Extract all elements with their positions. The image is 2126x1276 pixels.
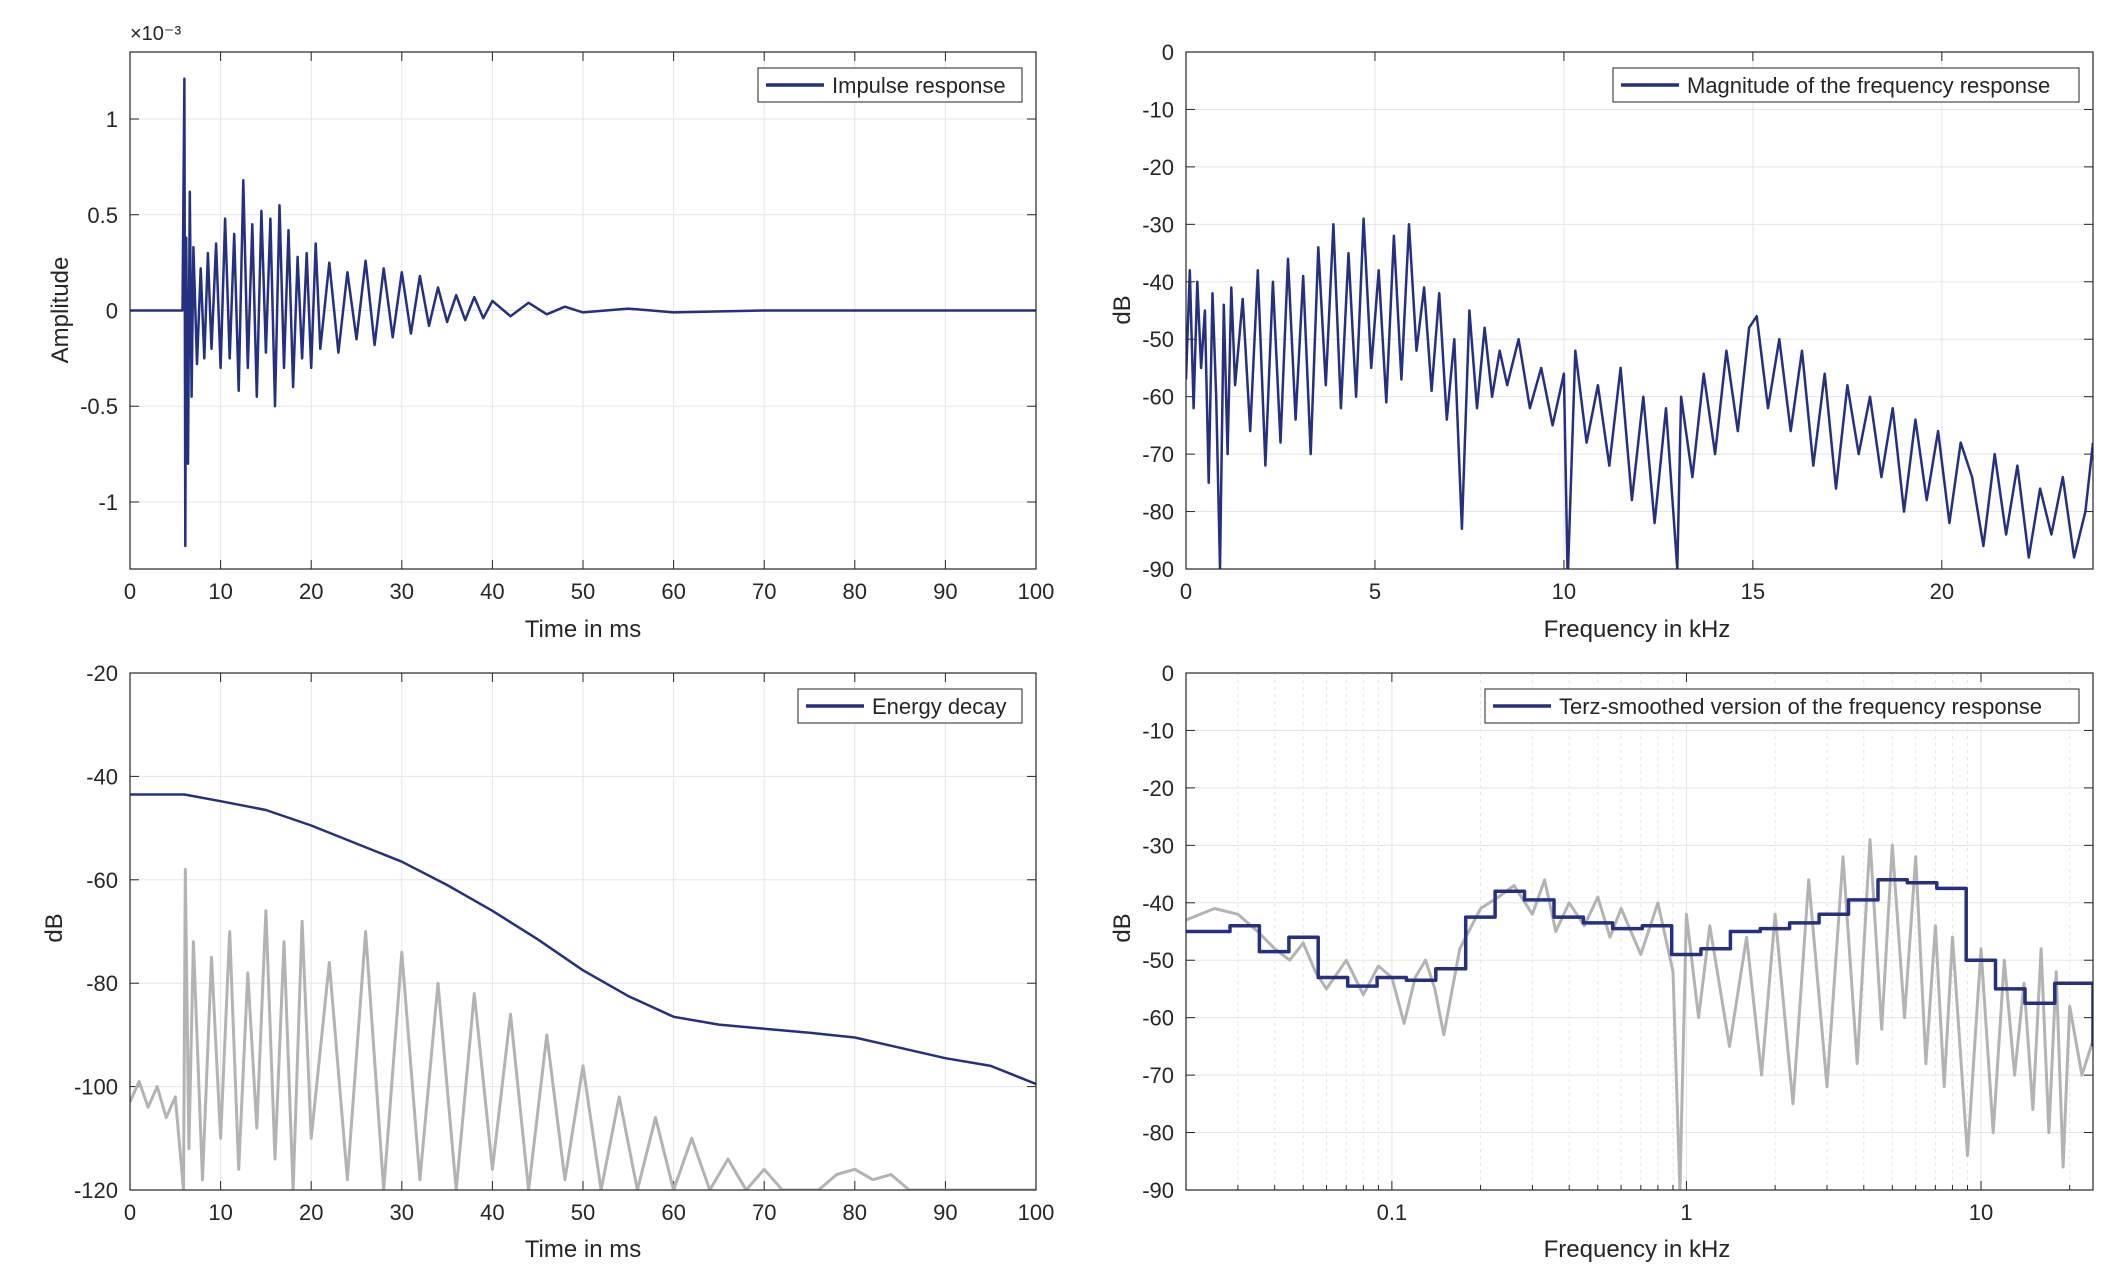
magnitude-y-tick-label: -70 [1142, 442, 1174, 467]
impulse-x-tick-label: 80 [843, 579, 867, 604]
terz-y-tick-label: -50 [1142, 948, 1174, 973]
impulse-x-tick-label: 0 [124, 579, 136, 604]
energy-y-axis-label: dB [41, 913, 68, 942]
terz-y-tick-label: -40 [1142, 891, 1174, 916]
terz-legend-label: Terz-smoothed version of the frequency r… [1559, 694, 2042, 719]
magnitude-x-tick-label: 5 [1369, 579, 1381, 604]
terz-axes-box [1185, 672, 2094, 1191]
magnitude-legend [1612, 67, 2080, 103]
energy-x-tick-label: 50 [571, 1200, 595, 1225]
impulse-y-tick-label: 0.5 [87, 203, 118, 228]
energy-y-tick-label: -40 [86, 764, 118, 789]
energy-decay-panel: Time in ms dB 0 10 20 30 40 50 60 70 80 90 100 -120… [41, 661, 1054, 1263]
magnitude-x-axis-label: Frequency in kHz [1544, 616, 1731, 643]
terz-plot-area [1186, 673, 2093, 1190]
impulse-x-tick-label: 90 [933, 579, 957, 604]
impulse-axes-box [129, 51, 1037, 570]
energy-axes-box [129, 672, 1037, 1191]
impulse-x-tick-label: 50 [571, 579, 595, 604]
impulse-x-axis-label: Time in ms [525, 616, 641, 643]
terz-y-tick-label: -90 [1142, 1178, 1174, 1203]
impulse-x-tick-label: 100 [1018, 579, 1055, 604]
energy-x-tick-label: 90 [933, 1200, 957, 1225]
magnitude-y-tick-label: -80 [1142, 500, 1174, 525]
impulse-legend-label: Impulse response [832, 73, 1006, 98]
magnitude-y-tick-label: -10 [1142, 97, 1174, 122]
energy-x-tick-label: 100 [1018, 1200, 1055, 1225]
energy-x-tick-label: 40 [480, 1200, 504, 1225]
magnitude-x-tick-label: 15 [1741, 579, 1765, 604]
magnitude-response-panel: Frequency in kHz dB 0 5 10 15 20 -90 -80 -70 -60… [1109, 40, 2094, 643]
impulse-series-0-line [130, 77, 1036, 548]
magnitude-x-tick-label: 10 [1552, 579, 1576, 604]
terz-y-tick-label: -30 [1142, 833, 1174, 858]
terz-y-tick-label: -70 [1142, 1063, 1174, 1088]
energy-x-axis-label: Time in ms [525, 1236, 641, 1263]
terz-smoothed-panel: Frequency in kHz dB 0.1 1 10 -90 -80 -70 -60 -5… [1109, 661, 2094, 1263]
magnitude-x-tick-label: 0 [1180, 579, 1192, 604]
terz-x-tick-label: 10 [1969, 1200, 1993, 1225]
impulse-x-tick-label: 70 [752, 579, 776, 604]
impulse-x-tick-label: 60 [661, 579, 685, 604]
energy-series-0-line [130, 793, 1036, 1086]
magnitude-axes-box [1185, 51, 2094, 570]
impulse-exponent-label: ×10⁻³ [130, 23, 181, 45]
impulse-x-tick-label: 30 [390, 579, 414, 604]
terz-y-tick-label: -80 [1142, 1121, 1174, 1146]
impulse-response-panel: ×10⁻³ Time in ms Amplitude 0 10 20 30 40 50 60… [47, 23, 1054, 643]
terz-x-tick-label: 0.1 [1377, 1200, 1408, 1225]
energy-x-tick-label: 10 [208, 1200, 232, 1225]
energy-y-tick-label: -20 [86, 661, 118, 686]
terz-y-tick-label: -20 [1142, 776, 1174, 801]
energy-x-tick-label: 0 [124, 1200, 136, 1225]
magnitude-y-tick-label: -90 [1142, 557, 1174, 582]
impulse-y-tick-label: 1 [106, 107, 118, 132]
terz-y-axis-label: dB [1109, 913, 1136, 942]
terz-legend [1484, 688, 2080, 724]
terz-y-tick-label: -60 [1142, 1006, 1174, 1031]
energy-x-tick-label: 70 [752, 1200, 776, 1225]
magnitude-y-tick-label: 0 [1162, 40, 1174, 65]
terz-y-tick-label: 0 [1162, 661, 1174, 686]
impulse-x-tick-label: 20 [299, 579, 323, 604]
energy-legend-label: Energy decay [872, 694, 1007, 719]
magnitude-y-tick-label: -20 [1142, 155, 1174, 180]
impulse-y-tick-label: -0.5 [80, 394, 118, 419]
magnitude-y-tick-label: -50 [1142, 327, 1174, 352]
impulse-y-tick-label: -1 [98, 490, 118, 515]
magnitude-y-tick-label: -30 [1142, 212, 1174, 237]
energy-x-tick-label: 20 [299, 1200, 323, 1225]
magnitude-y-tick-label: -40 [1142, 270, 1174, 295]
magnitude-series-0-line [1186, 217, 2093, 569]
terz-series-1-line [1186, 878, 2093, 1047]
terz-y-tick-label: -10 [1142, 718, 1174, 743]
magnitude-y-tick-label: -60 [1142, 385, 1174, 410]
terz-x-tick-label: 1 [1680, 1200, 1692, 1225]
terz-x-axis-label: Frequency in kHz [1544, 1236, 1731, 1263]
energy-y-tick-label: -100 [74, 1075, 118, 1100]
energy-x-tick-label: 80 [843, 1200, 867, 1225]
energy-series-1-line [130, 868, 1036, 1190]
energy-x-tick-label: 30 [390, 1200, 414, 1225]
magnitude-legend-label: Magnitude of the frequency response [1687, 73, 2050, 98]
impulse-y-axis-label: Amplitude [47, 257, 74, 364]
energy-y-tick-label: -80 [86, 971, 118, 996]
impulse-y-tick-label: 0 [106, 299, 118, 324]
terz-series-0-line [1186, 838, 2093, 1190]
impulse-x-tick-label: 10 [208, 579, 232, 604]
energy-y-tick-label: -120 [74, 1178, 118, 1203]
energy-y-tick-label: -60 [86, 868, 118, 893]
magnitude-y-axis-label: dB [1109, 295, 1136, 324]
impulse-x-tick-label: 40 [480, 579, 504, 604]
magnitude-x-tick-label: 20 [1930, 579, 1954, 604]
energy-x-tick-label: 60 [661, 1200, 685, 1225]
